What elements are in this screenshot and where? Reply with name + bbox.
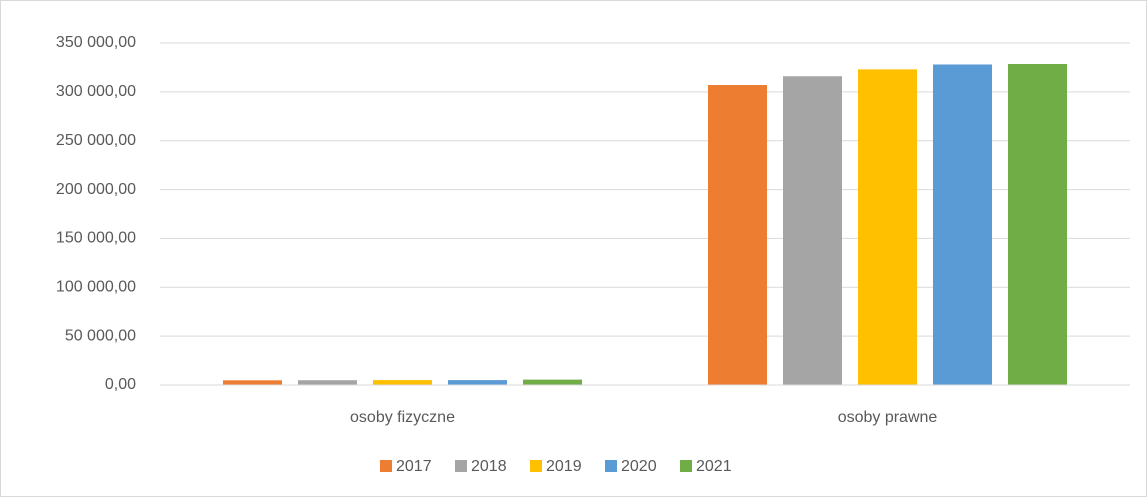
- y-tick-label: 300 000,00: [56, 83, 136, 100]
- bar: [448, 380, 507, 385]
- legend-label: 2018: [471, 458, 507, 475]
- bar: [783, 76, 842, 386]
- y-tick-label: 50 000,00: [65, 327, 136, 344]
- y-tick-label: 200 000,00: [56, 181, 136, 198]
- y-tick-label: 350 000,00: [56, 34, 136, 51]
- legend-swatch: [380, 460, 392, 472]
- legend-swatch: [605, 460, 617, 472]
- bar: [933, 64, 992, 386]
- bar: [523, 379, 582, 385]
- legend-swatch: [680, 460, 692, 472]
- bar: [1008, 64, 1067, 385]
- y-tick-label: 100 000,00: [56, 279, 136, 296]
- legend-label: 2020: [621, 458, 657, 475]
- bar: [373, 380, 432, 385]
- legend-swatch: [455, 460, 467, 472]
- y-tick-label: 0,00: [105, 376, 136, 393]
- bar: [858, 69, 917, 385]
- y-tick-label: 150 000,00: [56, 230, 136, 247]
- legend-swatch: [530, 460, 542, 472]
- bar: [708, 85, 767, 385]
- legend-label: 2021: [696, 458, 732, 475]
- x-tick-label: osoby fizyczne: [350, 409, 455, 426]
- y-tick-label: 250 000,00: [56, 132, 136, 149]
- legend-label: 2019: [546, 458, 582, 475]
- bar: [298, 380, 357, 385]
- bar: [223, 380, 282, 385]
- x-tick-label: osoby prawne: [838, 409, 938, 426]
- legend-label: 2017: [396, 458, 432, 475]
